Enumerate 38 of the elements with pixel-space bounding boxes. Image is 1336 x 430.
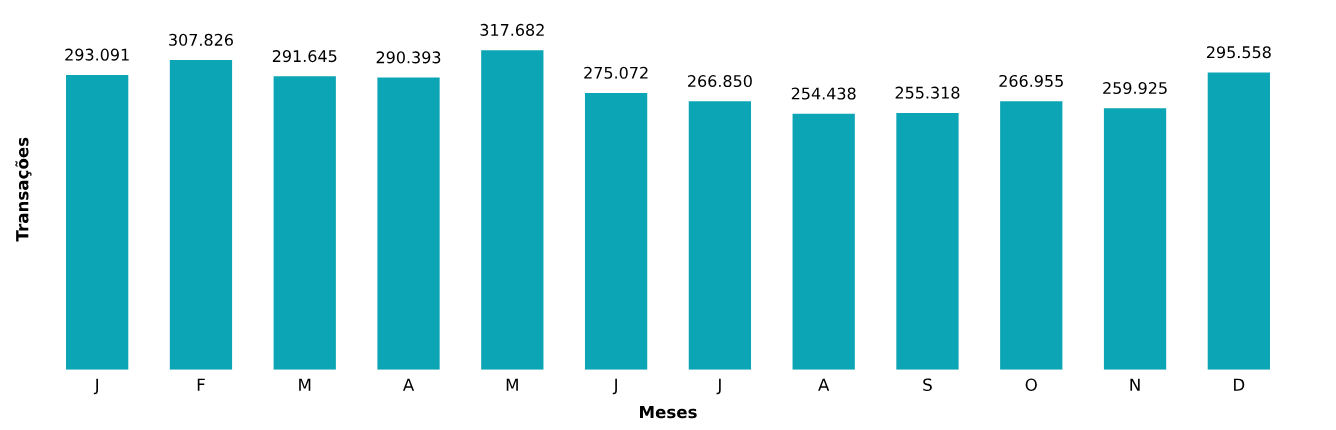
- x-tick-label: M: [506, 378, 518, 391]
- x-tick-label: A: [402, 378, 415, 391]
- bar: [1103, 108, 1167, 370]
- x-tick-label: J: [612, 378, 617, 395]
- x-tick-label: D: [1234, 378, 1245, 391]
- data-label: 254.438: [791, 87, 856, 100]
- data-label: 317.682: [480, 23, 544, 36]
- bar: [1000, 101, 1063, 370]
- data-label: 290.393: [376, 51, 441, 64]
- bar: [377, 77, 440, 370]
- bar: [896, 112, 959, 370]
- bar: [169, 60, 233, 370]
- bar: [1207, 72, 1270, 370]
- data-label: 266.955: [999, 74, 1063, 87]
- bar: [273, 76, 336, 370]
- data-label: 291.645: [272, 50, 337, 63]
- x-tick-label: J: [93, 378, 98, 395]
- x-tick-label: O: [1025, 378, 1037, 392]
- data-label: 295.558: [1206, 46, 1271, 59]
- x-tick-label: M: [299, 378, 311, 391]
- y-axis-title: Transações: [15, 137, 32, 242]
- bar: [481, 50, 544, 370]
- x-tick-label: A: [818, 378, 830, 391]
- x-tick-label: J: [716, 378, 721, 395]
- bar: [688, 101, 752, 370]
- data-label: 266.850: [688, 75, 752, 88]
- data-label: 293.091: [65, 48, 129, 61]
- x-tick-label: S: [923, 378, 932, 392]
- x-axis-title: Meses: [640, 405, 697, 419]
- x-tick-label: F: [197, 378, 205, 391]
- data-label: 307.826: [169, 33, 233, 46]
- bar: [584, 93, 648, 370]
- bar: [792, 113, 855, 370]
- bar: [66, 74, 129, 370]
- data-label: 275.072: [584, 66, 648, 79]
- x-tick-label: N: [1130, 378, 1140, 391]
- data-label: 255.318: [895, 86, 960, 99]
- data-label: 259.925: [1103, 81, 1167, 95]
